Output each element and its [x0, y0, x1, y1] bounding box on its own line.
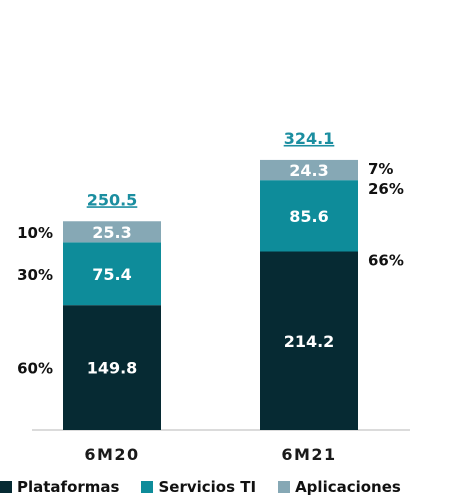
bar-value-label-servicios-6m20: 75.4	[92, 265, 131, 284]
pct-label-servicios-6m20: 30%	[17, 266, 53, 284]
legend-swatch-aplicaciones	[278, 481, 291, 493]
bar-servicios-6m20	[63, 242, 161, 306]
legend-item-servicios: Servicios TI	[141, 478, 256, 496]
total-label-6m21: 324.1	[284, 129, 335, 148]
bar-aplicaciones-6m20	[63, 221, 161, 243]
legend-label-aplicaciones: Aplicaciones	[295, 478, 401, 496]
legend-swatch-plataformas	[0, 481, 12, 493]
bar-plataformas-6m20	[63, 305, 161, 430]
pct-label-plataformas-6m21: 66%	[368, 252, 404, 270]
total-label-6m20: 250.5	[87, 190, 138, 209]
legend-item-aplicaciones: Aplicaciones	[278, 478, 401, 496]
bar-value-label-plataformas-6m20: 149.8	[87, 359, 138, 378]
stacked-bar-chart: 149.8 60% 75.4 30% 25.3 10% 250.5 6M20 214.2 66% 8…	[17, 129, 410, 464]
pct-label-servicios-6m21: 26%	[368, 180, 404, 198]
pct-label-plataformas-6m20: 60%	[17, 360, 53, 378]
category-label-6m20: 6M20	[84, 445, 139, 464]
bar-aplicaciones-6m21	[260, 159, 358, 181]
category-label-6m21: 6M21	[281, 445, 336, 464]
bar-value-label-aplicaciones-6m21: 24.3	[289, 161, 328, 180]
legend-label-servicios: Servicios TI	[158, 478, 257, 496]
legend-label-plataformas: Plataformas	[17, 478, 120, 496]
bar-value-label-plataformas-6m21: 214.2	[284, 332, 335, 351]
pct-label-aplicaciones-6m20: 10%	[17, 224, 53, 242]
bar-value-label-aplicaciones-6m20: 25.3	[92, 223, 131, 242]
bar-servicios-6m21	[260, 180, 358, 252]
legend: Plataformas Servicios TI Aplicaciones	[0, 476, 467, 498]
bar-plataformas-6m21	[260, 251, 358, 430]
pct-label-aplicaciones-6m21: 7%	[368, 160, 393, 178]
legend-item-plataformas: Plataformas	[0, 478, 119, 496]
legend-swatch-servicios	[141, 481, 154, 493]
bar-value-label-servicios-6m21: 85.6	[289, 207, 328, 226]
